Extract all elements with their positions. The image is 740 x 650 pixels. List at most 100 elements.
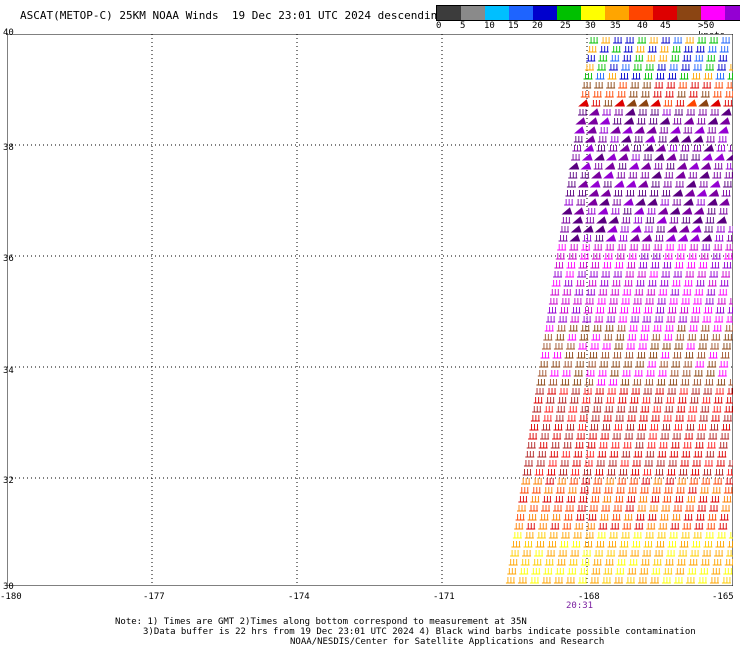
wind-barb — [705, 136, 715, 143]
wind-barb — [661, 577, 671, 584]
wind-barb — [695, 361, 705, 368]
wind-barb — [585, 370, 595, 377]
wind-barb — [658, 289, 668, 296]
wind-barb — [619, 307, 629, 314]
wind-barb — [557, 244, 567, 251]
wind-barb — [671, 280, 681, 287]
wind-barb — [713, 244, 723, 251]
wind-barb — [667, 460, 677, 467]
wind-barb — [688, 559, 698, 566]
wind-barb — [685, 109, 695, 116]
wind-barb — [514, 523, 524, 530]
wind-barb — [725, 478, 733, 485]
wind-barb — [631, 388, 641, 395]
wind-barb — [607, 541, 617, 548]
wind-barb — [561, 370, 571, 377]
wind-barb — [703, 460, 713, 467]
wind-barb — [628, 172, 638, 179]
wind-barb — [579, 568, 589, 575]
wind-barb — [661, 190, 671, 197]
wind-barb — [605, 234, 617, 242]
wind-barb — [654, 550, 664, 557]
wind-barb — [613, 190, 623, 197]
wind-barb — [685, 577, 695, 584]
wind-barb — [604, 406, 614, 413]
wind-barb — [716, 64, 726, 71]
colorbar-swatch — [701, 6, 725, 20]
wind-barb — [634, 198, 646, 206]
wind-barb — [676, 162, 688, 170]
wind-barb — [690, 316, 700, 323]
wind-barb — [601, 271, 611, 278]
wind-barb — [666, 225, 678, 233]
wind-barb — [662, 415, 672, 422]
wind-barb — [580, 406, 590, 413]
wind-barb — [711, 568, 721, 575]
wind-barb — [578, 496, 588, 503]
wind-barb — [692, 135, 704, 143]
wind-barb — [555, 487, 565, 494]
wind-barb — [625, 180, 637, 188]
wind-barb — [529, 424, 539, 431]
wind-barb — [680, 379, 690, 386]
wind-barb — [675, 568, 685, 575]
wind-barb — [727, 307, 733, 314]
wind-barb — [711, 487, 721, 494]
wind-barb — [596, 216, 607, 224]
wind-barb — [575, 361, 585, 368]
wind-barb — [517, 505, 527, 512]
wind-barb — [601, 343, 611, 350]
wind-barb — [642, 316, 652, 323]
wind-barb — [623, 514, 633, 521]
wind-barb — [704, 298, 714, 305]
wind-barb — [699, 253, 709, 260]
wind-barb — [587, 280, 597, 287]
wind-barb — [580, 325, 590, 332]
wind-barb — [621, 370, 631, 377]
wind-barb — [688, 325, 698, 332]
wind-barb — [567, 334, 577, 341]
wind-barb — [713, 478, 723, 485]
wind-barb — [606, 225, 618, 233]
wind-barb — [604, 162, 616, 170]
wind-barb — [673, 271, 683, 278]
wind-barb — [583, 388, 593, 395]
wind-barb — [694, 442, 704, 449]
longitude-label: -174 — [288, 592, 310, 602]
wind-barb — [709, 424, 719, 431]
wind-barb — [620, 135, 632, 143]
wind-barb — [683, 46, 693, 53]
wind-barb — [579, 487, 589, 494]
wind-barb — [673, 343, 683, 350]
wind-barb — [601, 577, 611, 584]
wind-barb — [706, 208, 716, 215]
wind-barb — [697, 505, 707, 512]
wind-barb — [600, 433, 610, 440]
wind-barb — [523, 460, 533, 467]
wind-barb — [654, 316, 664, 323]
wind-barb — [568, 325, 578, 332]
wind-barb — [646, 523, 656, 530]
wind-barb — [713, 153, 725, 161]
wind-barb — [574, 289, 584, 296]
wind-barb — [725, 244, 733, 251]
wind-barb — [604, 91, 614, 98]
wind-speed-colorbar — [436, 5, 740, 21]
longitude-label: -165 — [712, 592, 734, 602]
wind-barb — [665, 163, 675, 170]
wind-barb — [530, 496, 540, 503]
wind-barb — [709, 577, 719, 584]
wind-barb — [546, 469, 556, 476]
wind-barb — [681, 217, 691, 224]
wind-barb — [606, 82, 616, 89]
wind-barb — [628, 162, 640, 170]
wind-barb — [686, 496, 696, 503]
wind-barb — [650, 415, 660, 422]
wind-barb — [643, 307, 653, 314]
wind-barb — [699, 568, 709, 575]
wind-barb — [697, 37, 707, 44]
wind-barb — [620, 64, 630, 71]
wind-barb — [579, 253, 589, 260]
wind-barb — [673, 37, 683, 44]
wind-barb — [568, 559, 578, 566]
